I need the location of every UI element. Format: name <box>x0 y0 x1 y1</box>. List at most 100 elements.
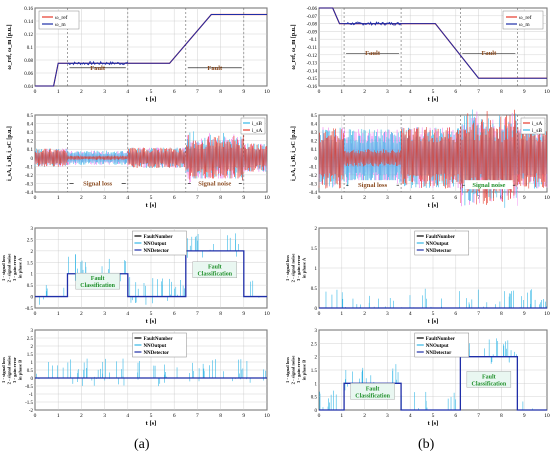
y-tick-label: -2 <box>29 409 34 414</box>
classification-label: Fault <box>482 374 496 380</box>
x-tick-label: 10 <box>544 195 550 201</box>
y-tick-label: -0.2 <box>309 174 317 179</box>
x-tick-label: 4 <box>409 89 412 95</box>
x-tick-label: 10 <box>544 89 550 95</box>
y-tick-label: -0.4 <box>309 191 317 196</box>
x-tick-label: 0 <box>318 311 321 317</box>
fault-annotation: Fault <box>365 50 381 57</box>
x-tick-label: 3 <box>386 311 389 317</box>
y-tick-label: -0.16 <box>307 85 318 90</box>
y-axis-label: in phase B <box>18 360 23 380</box>
legend-entry: NNDetector <box>426 351 452 356</box>
y-axis-label: ω_ref, ω_m [p.u.] <box>7 24 13 69</box>
x-tick-label: 2 <box>363 413 366 419</box>
legend-entry: ω_m <box>519 22 530 28</box>
x-axis-label: t [s] <box>428 420 439 427</box>
legend-entry: ω_ref <box>519 14 532 21</box>
x-tick-label: 9 <box>523 89 526 95</box>
legend-entry: i_sB <box>532 128 542 134</box>
legend: FaultNumber NNOutput NNDetector <box>414 332 470 358</box>
legend-entry: NNOutput <box>143 242 166 247</box>
y-tick-label: 0.4 <box>311 123 318 128</box>
x-tick-label: 7 <box>196 89 199 95</box>
y-axis-label: 2 - signal noise <box>291 356 296 385</box>
legend-entry: FaultNumber <box>143 337 173 342</box>
x-tick-label: 1 <box>340 311 343 317</box>
annotation-bg <box>190 178 239 188</box>
x-tick-label: 7 <box>477 311 480 317</box>
y-tick-label: 3 <box>31 329 34 334</box>
x-tick-label: 10 <box>544 413 550 419</box>
y-tick-label: 0.16 <box>24 7 33 12</box>
y-tick-label: 1.5 <box>27 353 34 358</box>
legend: i_sAi_sB <box>520 117 546 135</box>
y-tick-label: -0.14 <box>307 69 318 74</box>
y-axis-label: i_sA, i_sB, i_sC [p.u.] <box>7 126 13 181</box>
y-tick-label: -0.1 <box>25 165 33 170</box>
y-tick-label: 1.5 <box>311 369 318 374</box>
x-tick-label: 6 <box>173 413 176 419</box>
x-tick-label: 9 <box>523 195 526 201</box>
y-tick-label: -0.06 <box>307 7 318 12</box>
x-axis-label: t [s] <box>428 318 439 325</box>
legend-entry: ω_ref <box>55 14 68 21</box>
fault-annotation: Signal noise <box>198 180 231 187</box>
chart-a2: 0 1 2 3 4 5 6 7 8 9 10 -0.4 -0.3 -0.2 -0.1 0 0.1 0.2 0.3 0.… <box>7 114 270 209</box>
x-tick-label: 7 <box>196 413 199 419</box>
x-tick-label: 5 <box>150 413 153 419</box>
x-tick-label: 3 <box>386 89 389 95</box>
x-axis-label: t [s] <box>146 202 157 209</box>
classification-label: Classification <box>197 272 232 278</box>
y-tick-label: 0.12 <box>24 33 33 38</box>
y-axis-label: in phase B <box>302 360 307 380</box>
y-tick-label: 0 <box>315 157 318 162</box>
x-axis-label: t [s] <box>146 318 157 325</box>
x-tick-label: 3 <box>103 89 106 95</box>
y-tick-label: 2.5 <box>27 337 34 342</box>
y-tick-label: -0.12 <box>307 54 318 59</box>
x-tick-label: 0 <box>34 89 37 95</box>
y-axis-label: 2 - signal noise <box>7 254 12 283</box>
phase-current-trace <box>318 128 345 189</box>
y-tick-label: 3 <box>315 329 318 334</box>
annotation-bg <box>73 178 122 188</box>
x-tick-label: 4 <box>409 311 412 317</box>
legend-entry: ω_m <box>55 22 66 28</box>
x-tick-label: 3 <box>103 311 106 317</box>
x-tick-label: 1 <box>57 413 60 419</box>
x-tick-label: 6 <box>454 413 457 419</box>
y-tick-label: -0.1 <box>309 38 317 43</box>
x-tick-label: 8 <box>219 413 222 419</box>
x-tick-label: 10 <box>264 413 270 419</box>
x-tick-label: 5 <box>150 89 153 95</box>
panel-label-b: (b) <box>418 437 435 452</box>
x-tick-label: 5 <box>432 195 435 201</box>
x-tick-label: 2 <box>363 195 366 201</box>
y-tick-label: 0 <box>31 377 34 382</box>
phase-current-trace <box>517 127 548 189</box>
legend-entry: FaultNumber <box>426 337 456 342</box>
y-axis-label: in phase A <box>302 257 307 278</box>
series-line-m <box>319 7 547 79</box>
x-tick-label: 10 <box>544 311 550 317</box>
y-tick-label: 0.1 <box>27 46 34 51</box>
x-tick-label: 1 <box>57 311 60 317</box>
x-axis-label: t [s] <box>146 96 157 103</box>
x-tick-label: 9 <box>242 311 245 317</box>
chart-b4: 0 1 2 3 4 5 6 7 8 9 10 0 0.5 1 1.5 2 2.5 3 t [s] 1 - signal… <box>285 329 550 427</box>
x-tick-label: 0 <box>318 413 321 419</box>
x-tick-label: 9 <box>523 413 526 419</box>
y-axis-label: 3 - gain error <box>12 255 17 281</box>
y-tick-label: 0.5 <box>27 369 34 374</box>
x-tick-label: 0 <box>34 413 37 419</box>
x-tick-label: 4 <box>126 311 129 317</box>
chart-a4: 0 1 2 3 4 5 6 7 8 9 10 -2 -1.5 -1 -0.5 0 0.5 1 1.5 2 2.5 3 t [… <box>1 329 270 427</box>
legend: FaultNumber NNOutput NNDetector <box>414 230 470 256</box>
x-tick-label: 1 <box>57 195 60 201</box>
x-tick-label: 2 <box>363 311 366 317</box>
phase-current-trace <box>185 134 245 182</box>
x-tick-label: 4 <box>126 195 129 201</box>
y-axis-label: 2 - signal noise <box>291 254 296 283</box>
y-tick-label: 2 <box>31 250 34 255</box>
